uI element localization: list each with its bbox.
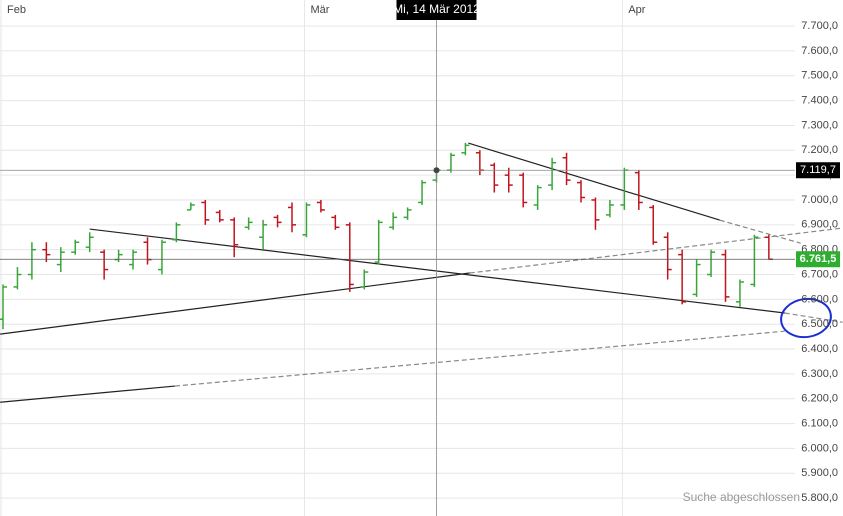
last-price-label: 6.761,5 [800, 253, 837, 265]
y-tick-label: 7.600,0 [801, 45, 838, 57]
last-price-box [796, 251, 840, 268]
annotation-circle [780, 297, 832, 339]
y-tick-label: 7.300,0 [801, 119, 838, 131]
y-tick-label: 7.700,0 [801, 20, 838, 32]
y-tick-label: 6.500,0 [801, 318, 838, 330]
y-tick-label: 7.200,0 [801, 144, 838, 156]
crosshair-date-label: Mi, 14 Mär 2012 [393, 2, 480, 16]
y-tick-label: 7.500,0 [801, 70, 838, 82]
y-tick-label: 6.400,0 [801, 343, 838, 355]
y-tick-label: 6.300,0 [801, 368, 838, 380]
trend-line [719, 219, 801, 244]
trend-line [174, 330, 785, 387]
trend-line [0, 385, 176, 403]
y-tick-label: 5.800,0 [801, 492, 838, 504]
crosshair-value-label: 7.119,7 [800, 164, 836, 176]
y-tick-label: 6.700,0 [801, 268, 838, 280]
y-tick-label: 7.400,0 [801, 95, 838, 107]
y-tick-label: 6.600,0 [801, 293, 838, 305]
trend-line [0, 272, 470, 335]
y-tick-label: 6.900,0 [801, 219, 838, 231]
y-tick-label: 6.200,0 [801, 393, 838, 405]
x-tick-label: Feb [7, 4, 26, 16]
crosshair-dot [433, 167, 440, 174]
y-tick-label: 6.000,0 [801, 442, 838, 454]
trend-line [784, 312, 843, 323]
crosshair-value-box [796, 162, 840, 179]
trend-line [89, 228, 785, 314]
trend-line [468, 142, 720, 221]
x-tick-label: Apr [628, 4, 645, 16]
y-tick-label: 6.100,0 [801, 417, 838, 429]
x-tick-label: Mär [310, 4, 329, 16]
y-tick-label: 7.000,0 [801, 194, 838, 206]
crosshair-date-box [396, 0, 477, 20]
status-text: Suche abgeschlossen [683, 490, 800, 504]
trend-line [469, 227, 843, 274]
y-tick-label: 5.900,0 [801, 467, 838, 479]
